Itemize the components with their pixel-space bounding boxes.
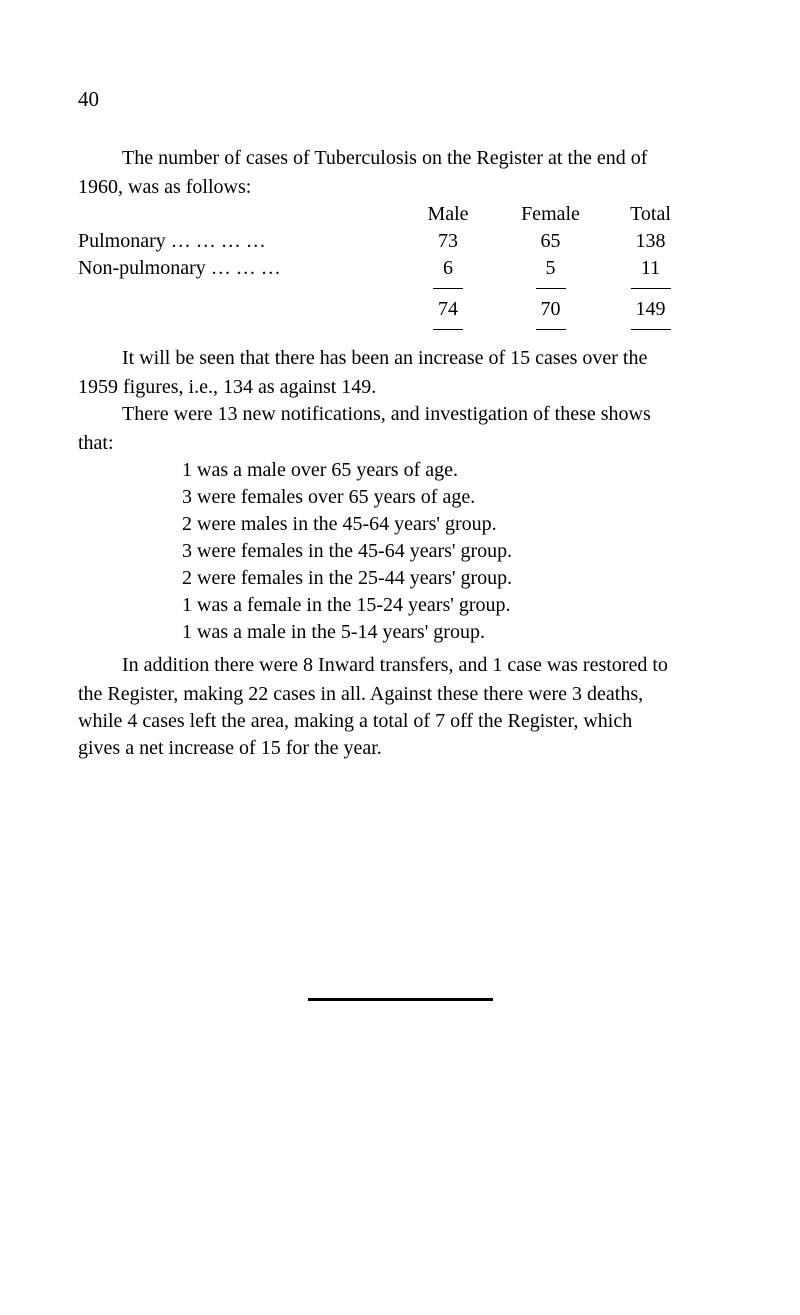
table-rule-icon (433, 288, 463, 289)
table-cell-pulmonary-female: 65 (498, 228, 603, 255)
list-item: 1 was a male in the 5-14 years' group. (182, 619, 722, 646)
table-rule-icon (536, 329, 566, 330)
table-cell-nonpulmonary-total: 11 (603, 255, 698, 282)
list-item: 2 were females in the 25-44 years' group… (182, 565, 722, 592)
table-row: Non-pulmonary … … … 6 5 11 (78, 255, 722, 282)
paragraph-3-line3: while 4 cases left the area, making a to… (78, 708, 722, 735)
page-number: 40 (78, 85, 722, 113)
intro-paragraph-line1: The number of cases of Tuberculosis on t… (78, 145, 722, 172)
table-header-female: Female (498, 201, 603, 228)
table-rule-row-bottom (78, 323, 722, 337)
notifications-list: 1 was a male over 65 years of age. 3 wer… (182, 457, 722, 646)
table-rule-icon (631, 329, 671, 330)
table-cell-pulmonary-total: 138 (603, 228, 698, 255)
list-item: 3 were females in the 45-64 years' group… (182, 538, 722, 565)
table-rule-icon (433, 329, 463, 330)
table-row-label-nonpulmonary: Non-pulmonary … … … (78, 255, 398, 282)
table-header-male: Male (398, 201, 498, 228)
paragraph-2-line2: that: (78, 430, 722, 457)
table-rule-row-top (78, 282, 722, 296)
list-item: 2 were males in the 45-64 years' group. (182, 511, 722, 538)
table-row: Pulmonary … … … … 73 65 138 (78, 228, 722, 255)
table-rule-icon (631, 288, 671, 289)
table-cell-nonpulmonary-male: 6 (398, 255, 498, 282)
section-divider-container (78, 982, 722, 1009)
intro-paragraph-line2: 1960, was as follows: (78, 174, 722, 201)
list-item: 3 were females over 65 years of age. (182, 484, 722, 511)
section-divider-icon (308, 998, 493, 1001)
table-total-male: 74 (398, 296, 498, 323)
table-cell-pulmonary-male: 73 (398, 228, 498, 255)
paragraph-3-line2: the Register, making 22 cases in all. Ag… (78, 681, 722, 708)
list-item: 1 was a female in the 15-24 years' group… (182, 592, 722, 619)
paragraph-3-line1: In addition there were 8 Inward transfer… (78, 652, 722, 679)
table-totals-blank (78, 296, 398, 323)
table-rule-icon (536, 288, 566, 289)
list-item: 1 was a male over 65 years of age. (182, 457, 722, 484)
table-row-label-pulmonary: Pulmonary … … … … (78, 228, 398, 255)
table-header-row: Male Female Total (78, 201, 722, 228)
paragraph-1-line2: 1959 figures, i.e., 134 as against 149. (78, 374, 722, 401)
table-header-blank (78, 201, 398, 228)
tuberculosis-table: Male Female Total Pulmonary … … … … 73 6… (78, 201, 722, 337)
table-total-total: 149 (603, 296, 698, 323)
paragraph-2-line1: There were 13 new notifications, and inv… (78, 401, 722, 428)
paragraph-3-line4: gives a net increase of 15 for the year. (78, 735, 722, 762)
table-header-total: Total (603, 201, 698, 228)
table-total-female: 70 (498, 296, 603, 323)
table-cell-nonpulmonary-female: 5 (498, 255, 603, 282)
paragraph-1-line1: It will be seen that there has been an i… (78, 345, 722, 372)
table-totals-row: 74 70 149 (78, 296, 722, 323)
